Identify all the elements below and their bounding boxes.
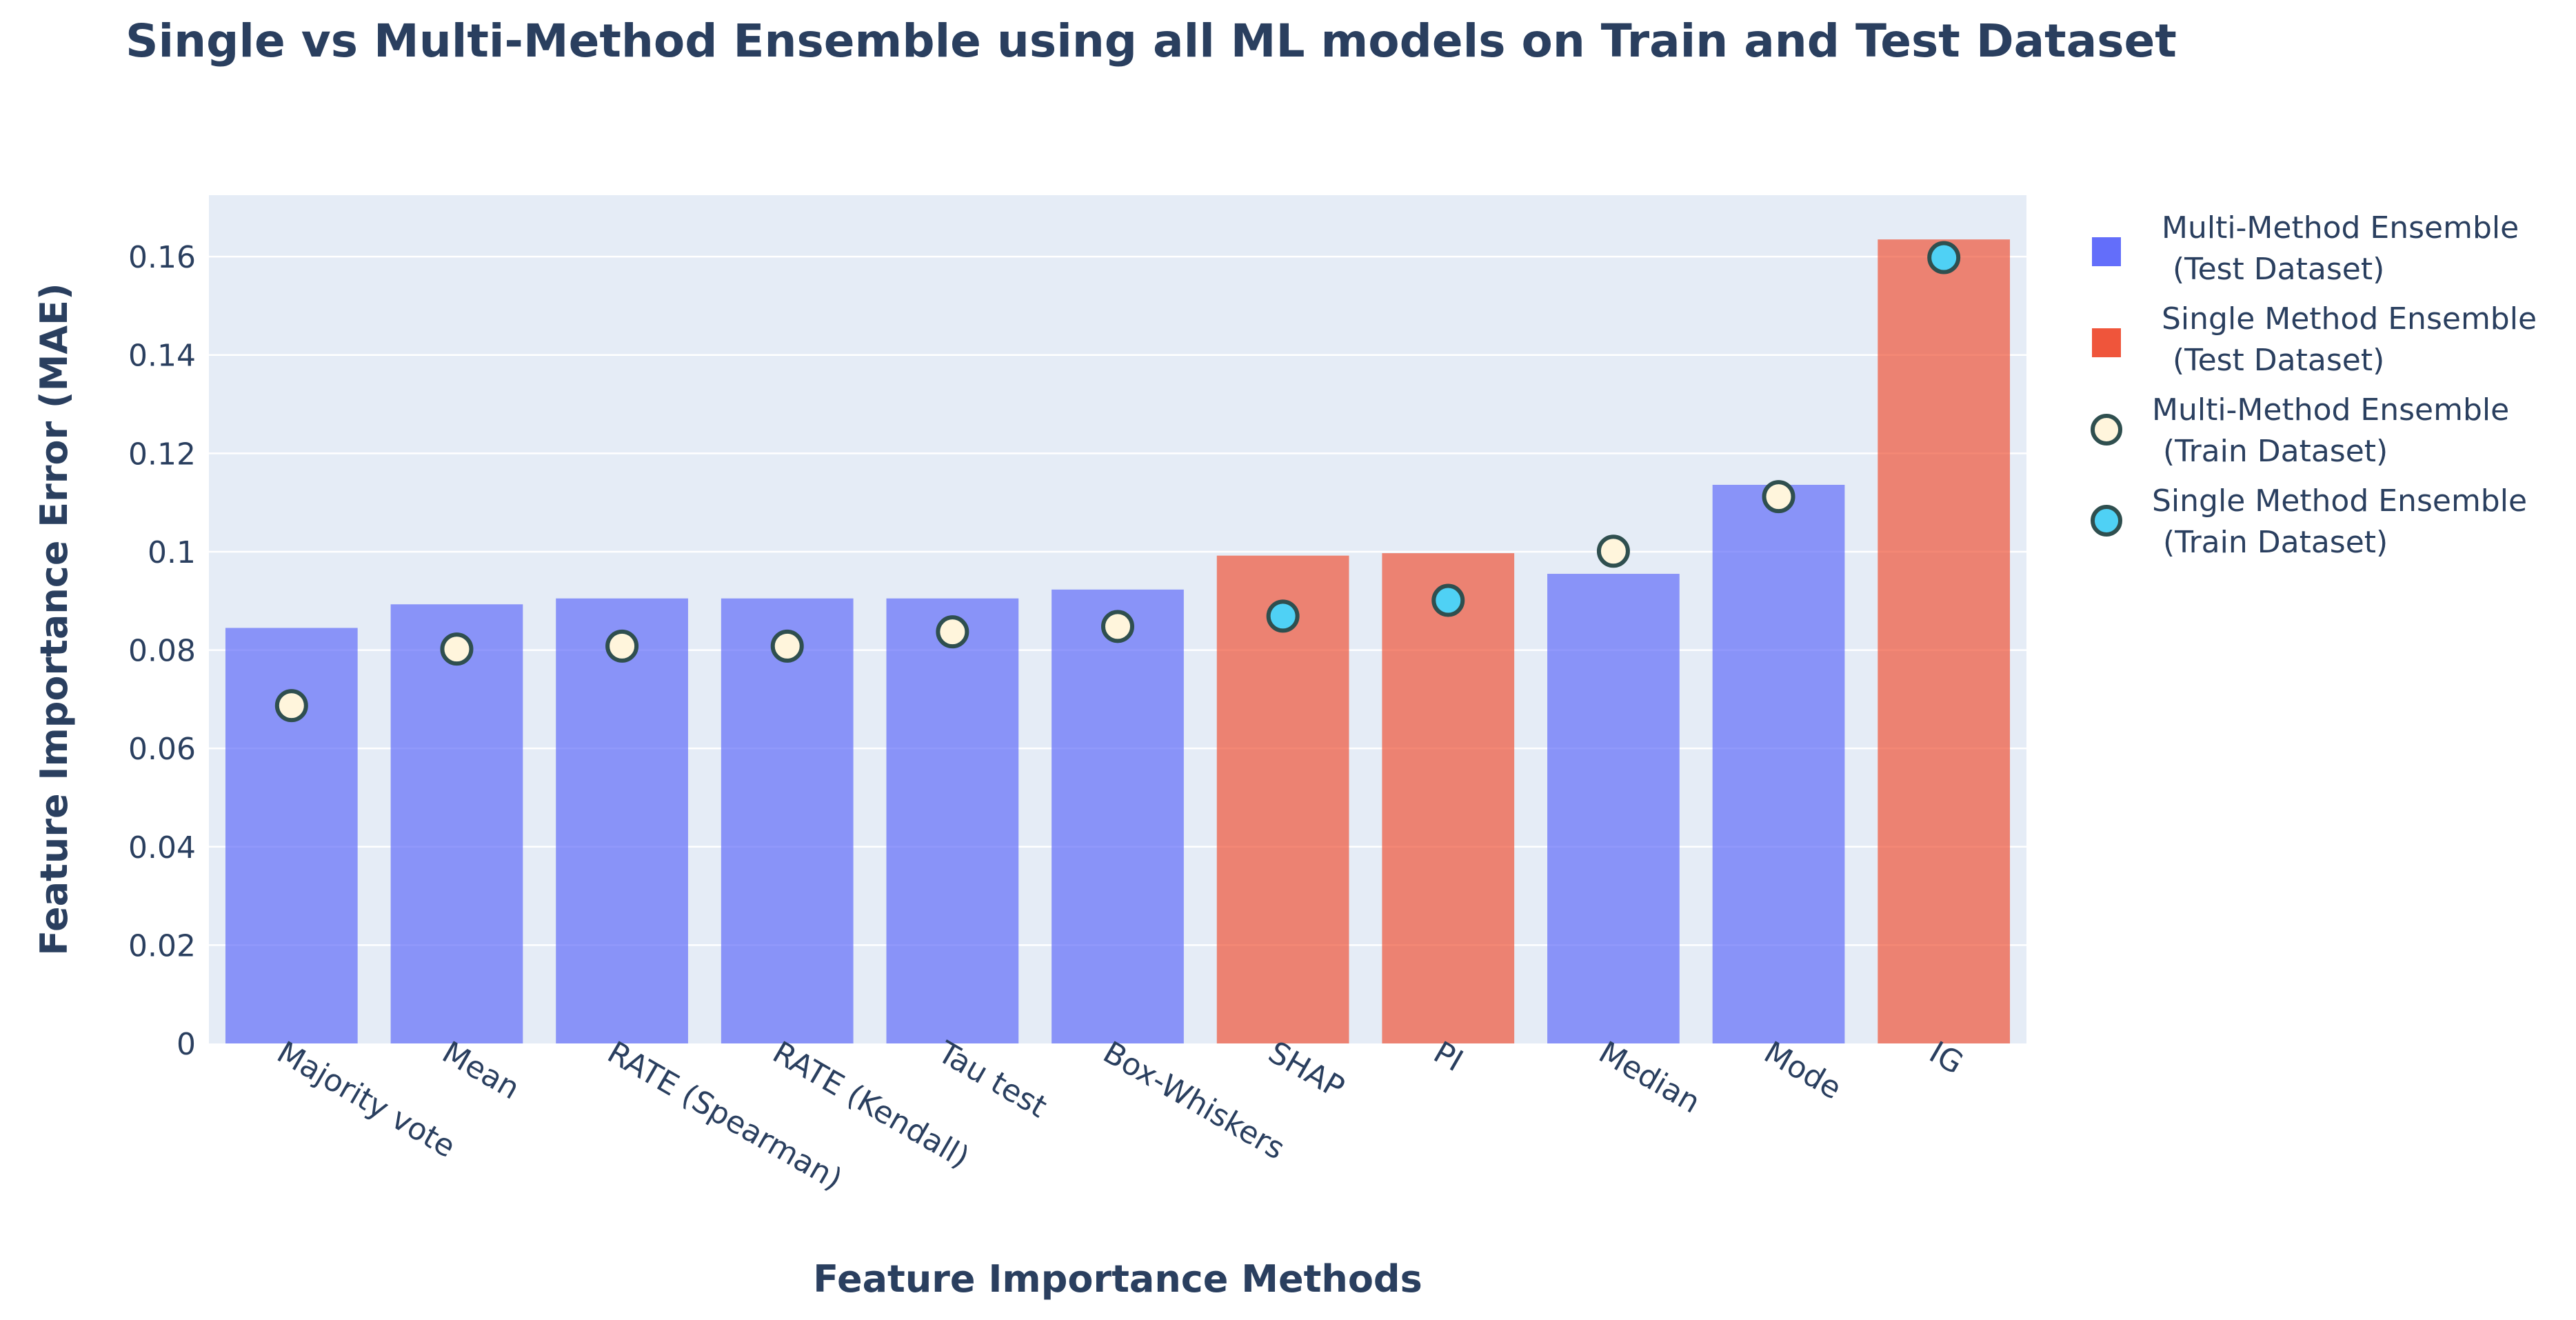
marker-tau-test (936, 615, 969, 649)
x-tick-label: Mode (1758, 1034, 1847, 1106)
marker-rate-spearman- (605, 629, 639, 663)
y-tick-label: 0.16 (128, 240, 196, 275)
bar-tau-test (886, 598, 1019, 1043)
bar-box-whiskers (1051, 589, 1184, 1043)
legend-label-sub: (Train Dataset) (2163, 434, 2388, 469)
marker-rate-kendall- (770, 629, 804, 663)
legend-label: Single Method Ensemble (2152, 483, 2527, 519)
marker-ig (1927, 241, 1961, 274)
legend-item[interactable]: Multi-Method Ensemble (Test Dataset) (2092, 210, 2519, 287)
y-tick-label: 0.08 (128, 634, 196, 669)
legend-label: Single Method Ensemble (2162, 301, 2537, 337)
bar-median (1547, 574, 1680, 1043)
legend-label: Multi-Method Ensemble (2152, 392, 2509, 428)
legend-label: Multi-Method Ensemble (2162, 210, 2519, 246)
markers (274, 241, 1961, 723)
y-tick-label: 0.02 (128, 928, 196, 963)
legend-item[interactable]: Multi-Method Ensemble (Train Dataset) (2091, 392, 2509, 469)
legend-label-sub: (Test Dataset) (2173, 252, 2384, 287)
marker-pi (1431, 583, 1465, 617)
bar-pi (1382, 553, 1515, 1043)
y-tick-label: 0.1 (148, 535, 196, 570)
legend-item[interactable]: Single Method Ensemble (Test Dataset) (2092, 301, 2537, 378)
x-tick-label: Box-Whiskers (1097, 1034, 1290, 1166)
chart-title: Single vs Multi-Method Ensemble using al… (125, 14, 2177, 68)
legend-square-icon (2092, 237, 2121, 266)
y-axis-title: Feature Importance Error (MAE) (32, 283, 76, 955)
legend-circle-icon (2091, 505, 2122, 537)
x-tick-label: Majority vote (271, 1034, 461, 1165)
bar-rate-kendall- (721, 598, 854, 1043)
bar-mode (1712, 484, 1845, 1043)
bar-ig (1878, 239, 2011, 1043)
marker-shap (1266, 599, 1300, 633)
marker-mode (1762, 480, 1795, 514)
x-tick-label: Mean (436, 1034, 525, 1106)
marker-box-whiskers (1101, 610, 1134, 643)
marker-median (1596, 534, 1630, 568)
legend: Multi-Method Ensemble(Test Dataset)Singl… (2091, 210, 2537, 560)
x-tick-label: SHAP (1262, 1034, 1350, 1106)
legend-item[interactable]: Single Method Ensemble (Train Dataset) (2091, 483, 2527, 560)
x-tick-label: Median (1593, 1034, 1706, 1120)
y-tick-label: 0.14 (128, 339, 196, 374)
y-tick-label: 0.12 (128, 437, 196, 472)
bars (225, 239, 2011, 1043)
bar-shap (1216, 555, 1349, 1043)
legend-square-icon (2092, 328, 2121, 357)
legend-label-sub: (Train Dataset) (2163, 525, 2388, 560)
legend-circle-icon (2091, 414, 2122, 446)
y-tick-label: 0 (177, 1027, 196, 1062)
x-axis-title: Feature Importance Methods (813, 1257, 1422, 1301)
marker-mean (440, 632, 474, 666)
y-axis-tick-labels: 0 0.02 0.04 0.06 0.08 0.1 0.12 0.14 0.16 (128, 240, 196, 1062)
y-tick-label: 0.04 (128, 830, 196, 866)
bar-rate-spearman- (556, 598, 688, 1043)
bar-mean (390, 604, 523, 1043)
legend-label-sub: (Test Dataset) (2173, 343, 2384, 378)
y-tick-label: 0.06 (128, 732, 196, 767)
x-tick-label: Tau test (932, 1034, 1053, 1125)
marker-majority-vote (274, 689, 308, 723)
